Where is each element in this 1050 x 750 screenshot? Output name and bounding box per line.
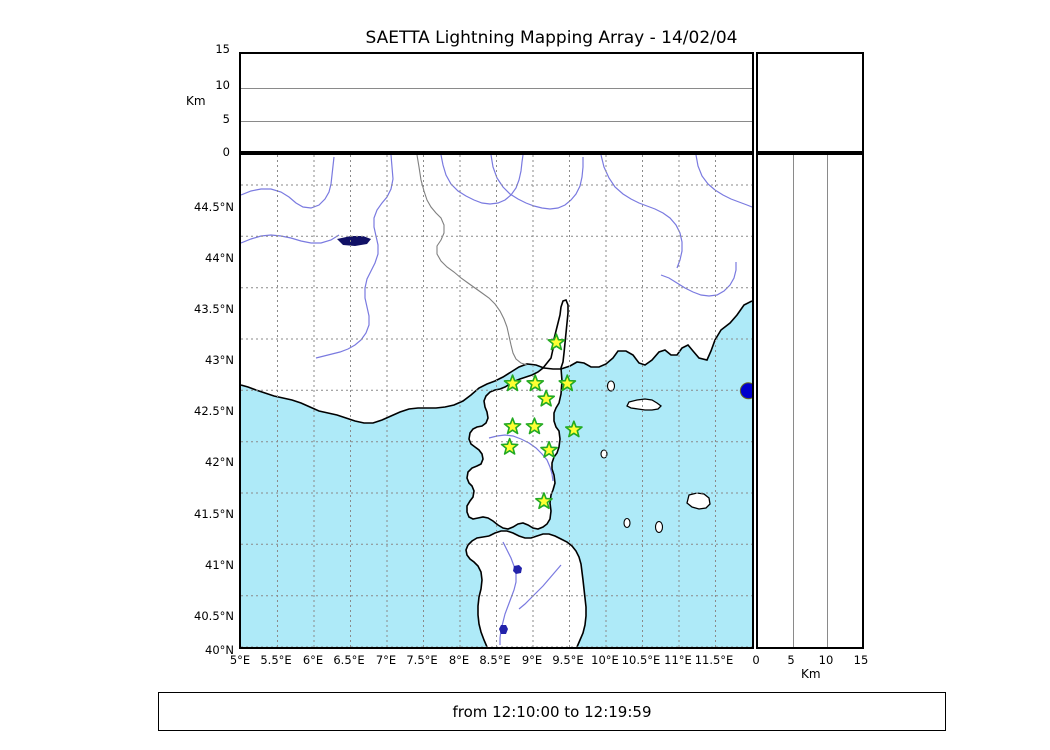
elba-island [627, 399, 661, 410]
top-ytick-5: 5 [222, 112, 230, 126]
lma-station-marker [547, 333, 566, 351]
gridline-5km [241, 121, 752, 123]
right-xtick-0: 0 [752, 653, 760, 667]
map-ytick-41.5: 41.5°N [194, 507, 234, 521]
map-ytick-44.5: 44.5°N [194, 200, 234, 214]
lma-station-marker [537, 389, 556, 407]
time-range-text: from 12:10:00 to 12:19:59 [452, 702, 652, 721]
map-xtick-6.5: 6.5°E [333, 653, 365, 667]
top-ytick-15: 15 [215, 42, 230, 56]
map-xtick-10.5: 10.5°E [621, 653, 661, 667]
map-panel[interactable] [239, 153, 754, 649]
sardinia-landmass [466, 531, 586, 647]
admin-border-italy-france [416, 155, 528, 366]
lma-station-marker [500, 437, 519, 455]
lma-station-marker [526, 374, 545, 392]
map-ytick-40: 40°N [205, 643, 234, 657]
lma-station-marker [503, 374, 522, 392]
river-north-1 [241, 156, 335, 209]
height-histogram-panel [756, 52, 864, 153]
river-north-5 [600, 155, 683, 269]
gridline-5km-right [792, 155, 794, 647]
pianosa-coastline [600, 449, 608, 459]
giglio-coastline [654, 520, 664, 534]
lake-sardinia-2 [499, 625, 508, 634]
right-xtick-15: 15 [853, 653, 869, 667]
capraia-island [607, 381, 615, 391]
gridline-10km [241, 87, 752, 89]
top-ytick-10: 10 [215, 78, 230, 92]
map-ytick-40.5: 40.5°N [194, 609, 234, 623]
capraia-coastline [606, 380, 616, 392]
lightning-source-layer [739, 382, 752, 400]
top-ytick-0: 0 [222, 145, 230, 159]
elba-coastline [626, 398, 662, 411]
lma-station-marker [535, 492, 553, 510]
map-xtick-9: 9°E [521, 653, 543, 667]
map-ytick-42: 42°N [205, 455, 234, 469]
map-ytick-43: 43°N [205, 353, 234, 367]
map-xtick-7.5: 7.5°E [406, 653, 438, 667]
page-title: SAETTA Lightning Mapping Array - 14/02/0… [365, 28, 738, 48]
height-vs-latitude-panel [756, 153, 864, 649]
corsica-coastline [466, 299, 569, 530]
map-xtick-5: 5°E [229, 653, 251, 667]
map-xtick-9.5: 9.5°E [552, 653, 584, 667]
sardinia-west-coastline [465, 535, 490, 647]
corsica-landmass [467, 355, 562, 529]
lma-station-marker [503, 417, 522, 435]
right-xtick-10: 10 [818, 653, 834, 667]
lma-station-marker [540, 440, 558, 458]
map-ytick-43.5: 43.5°N [194, 302, 234, 316]
map-ytick-41: 41°N [205, 558, 234, 572]
argentario-coastline [686, 492, 711, 510]
river-north-6 [695, 155, 752, 208]
map-ytick-44: 44°N [205, 251, 234, 265]
right-xtick-5: 5 [787, 653, 795, 667]
map-xtick-7: 7°E [375, 653, 397, 667]
map-xtick-6: 6°E [302, 653, 324, 667]
mainland-coastline [241, 300, 752, 424]
montecristo-coastline [623, 517, 631, 529]
lma-station-marker [525, 417, 544, 435]
river-arno [660, 262, 737, 297]
map-gridlines [241, 155, 752, 647]
top-panel-axis-label: Km [186, 94, 206, 108]
lma-station-marker [558, 374, 577, 392]
gridline-10km-right [827, 155, 829, 647]
lake-sardinia-1 [513, 565, 522, 574]
map-xtick-10: 10°E [591, 653, 619, 667]
montecristo-island [624, 518, 630, 528]
map-xtick-5.5: 5.5°E [260, 653, 292, 667]
river-rhone [315, 155, 394, 359]
map-xtick-8.5: 8.5°E [479, 653, 511, 667]
mainland-europe-landmass [241, 155, 752, 423]
lma-station-marker [565, 420, 583, 438]
map-xtick-11: 11°E [664, 653, 692, 667]
lake-north [337, 236, 371, 246]
sardinia-coastline [488, 530, 587, 647]
map-xtick-11.5: 11.5°E [694, 653, 734, 667]
right-panel-axis-label: Km [801, 667, 821, 681]
lma-station-layer [500, 333, 583, 510]
map-canvas [241, 155, 752, 647]
lightning-source-marker [739, 382, 752, 400]
giglio-island [655, 521, 663, 533]
river-north-3 [440, 155, 524, 205]
river-north-2 [241, 234, 340, 244]
height-vs-longitude-panel [239, 52, 754, 153]
map-xtick-8: 8°E [448, 653, 470, 667]
time-range-status-bar: from 12:10:00 to 12:19:59 [158, 692, 946, 731]
argentario-peninsula [687, 493, 710, 509]
river-sardinia-2 [518, 564, 562, 610]
map-ytick-42.5: 42.5°N [194, 404, 234, 418]
